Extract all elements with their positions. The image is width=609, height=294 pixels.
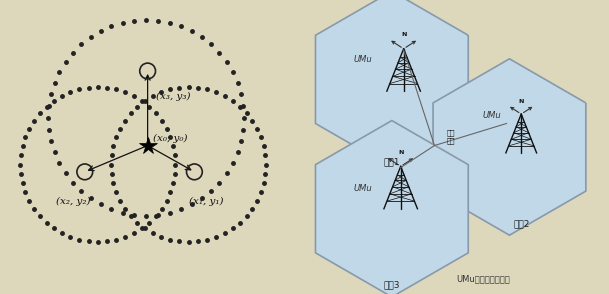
- Text: N: N: [518, 98, 524, 103]
- Text: (x₃, y₃): (x₃, y₃): [157, 91, 191, 101]
- Text: 邻区2: 邻区2: [513, 219, 529, 228]
- Text: (x₁, y₁): (x₁, y₁): [189, 197, 224, 206]
- Text: UMu：位置测量单元: UMu：位置测量单元: [457, 275, 510, 284]
- Text: UMu: UMu: [354, 55, 372, 64]
- Text: UMu: UMu: [483, 111, 502, 120]
- Polygon shape: [315, 121, 468, 294]
- Text: 邻区1: 邻区1: [384, 157, 400, 166]
- Text: N: N: [401, 32, 406, 37]
- Text: 移动
终端: 移动 终端: [446, 130, 455, 144]
- Polygon shape: [433, 59, 586, 235]
- Text: 邻区3: 邻区3: [384, 281, 400, 290]
- Text: (x₀, y₀): (x₀, y₀): [153, 133, 188, 143]
- Text: (x₂, y₂): (x₂, y₂): [56, 197, 90, 206]
- Text: UMu: UMu: [354, 184, 372, 193]
- Text: N: N: [398, 150, 403, 155]
- Polygon shape: [315, 0, 468, 168]
